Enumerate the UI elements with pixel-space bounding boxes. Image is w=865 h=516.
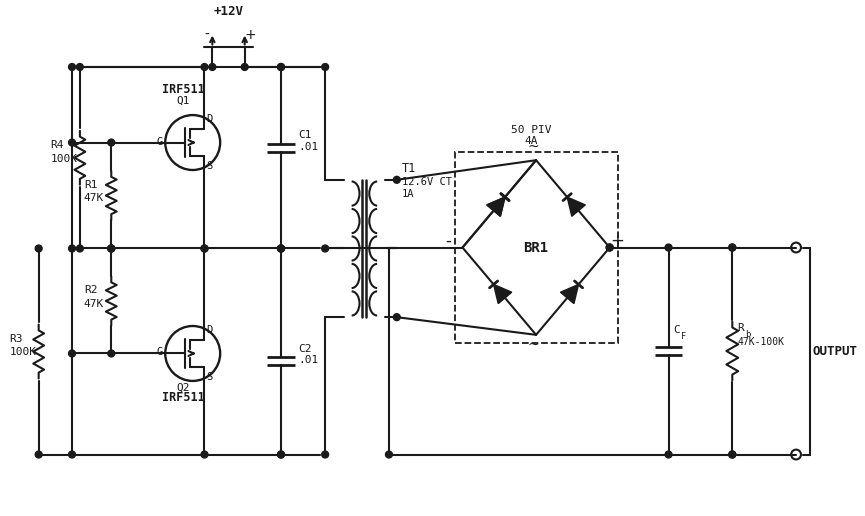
Circle shape <box>278 451 285 458</box>
Circle shape <box>394 176 400 183</box>
Circle shape <box>606 244 613 251</box>
Circle shape <box>322 451 329 458</box>
Circle shape <box>278 63 285 70</box>
Text: D: D <box>207 114 213 124</box>
Circle shape <box>68 451 75 458</box>
Text: IRF511: IRF511 <box>162 84 204 96</box>
Text: C: C <box>674 326 680 335</box>
Circle shape <box>201 451 208 458</box>
Circle shape <box>108 245 115 252</box>
Circle shape <box>108 245 115 252</box>
Circle shape <box>665 451 672 458</box>
Polygon shape <box>567 197 586 216</box>
Text: OUTPUT: OUTPUT <box>813 345 858 358</box>
Circle shape <box>278 63 285 70</box>
Text: .01: .01 <box>298 356 319 365</box>
Circle shape <box>322 245 329 252</box>
Text: F: F <box>682 332 686 341</box>
Text: b: b <box>745 330 751 340</box>
Text: R4: R4 <box>50 140 64 150</box>
Circle shape <box>729 451 736 458</box>
Circle shape <box>386 451 393 458</box>
Circle shape <box>201 245 208 252</box>
Text: +: + <box>245 28 256 42</box>
Polygon shape <box>561 284 579 303</box>
Circle shape <box>68 139 75 146</box>
Text: 50 PIV: 50 PIV <box>511 125 551 135</box>
Text: C1: C1 <box>298 130 312 140</box>
Text: 100K: 100K <box>50 154 78 164</box>
Text: 4A: 4A <box>524 137 538 147</box>
Text: Q1: Q1 <box>176 95 189 105</box>
Text: BR1: BR1 <box>523 240 548 254</box>
Circle shape <box>278 451 285 458</box>
Text: S: S <box>207 161 213 171</box>
Circle shape <box>729 244 736 251</box>
Circle shape <box>208 63 215 70</box>
Text: -: - <box>204 28 208 42</box>
Text: 47K: 47K <box>84 299 104 309</box>
Circle shape <box>108 350 115 357</box>
Text: C2: C2 <box>298 344 312 353</box>
Text: 100K: 100K <box>10 347 36 358</box>
Polygon shape <box>487 197 505 216</box>
Polygon shape <box>494 284 512 303</box>
Text: +: + <box>611 232 625 250</box>
Circle shape <box>68 245 75 252</box>
Circle shape <box>278 245 285 252</box>
Circle shape <box>35 451 42 458</box>
Text: R3: R3 <box>10 334 22 344</box>
Text: G: G <box>156 347 163 358</box>
Circle shape <box>322 63 329 70</box>
Text: 12.6V CT: 12.6V CT <box>401 176 452 187</box>
Text: Q2: Q2 <box>176 383 189 393</box>
Text: +12V: +12V <box>214 5 244 18</box>
Text: 1A: 1A <box>401 189 414 200</box>
Circle shape <box>108 139 115 146</box>
Circle shape <box>35 245 42 252</box>
Text: R: R <box>737 324 744 333</box>
Circle shape <box>729 451 736 458</box>
Circle shape <box>201 245 208 252</box>
Circle shape <box>108 245 115 252</box>
Circle shape <box>278 245 285 252</box>
Text: 47K-100K: 47K-100K <box>737 337 785 347</box>
Text: D: D <box>207 325 213 335</box>
Circle shape <box>241 63 248 70</box>
Circle shape <box>68 350 75 357</box>
Bar <box>455 152 618 343</box>
Circle shape <box>76 63 83 70</box>
Text: -: - <box>445 232 451 250</box>
Text: 47K: 47K <box>84 194 104 203</box>
Circle shape <box>68 63 75 70</box>
Circle shape <box>729 244 736 251</box>
Circle shape <box>278 245 285 252</box>
Text: G: G <box>156 137 163 147</box>
Circle shape <box>394 314 400 320</box>
Circle shape <box>201 63 208 70</box>
Text: R2: R2 <box>84 285 97 295</box>
Circle shape <box>76 245 83 252</box>
Circle shape <box>606 244 613 251</box>
Text: T1: T1 <box>401 162 416 175</box>
Text: IRF511: IRF511 <box>162 391 204 404</box>
Text: .01: .01 <box>298 142 319 152</box>
Circle shape <box>665 244 672 251</box>
Text: R1: R1 <box>84 180 97 190</box>
Polygon shape <box>487 197 505 216</box>
Text: ~: ~ <box>528 337 539 351</box>
Text: S: S <box>207 372 213 382</box>
Text: ~: ~ <box>528 139 539 153</box>
